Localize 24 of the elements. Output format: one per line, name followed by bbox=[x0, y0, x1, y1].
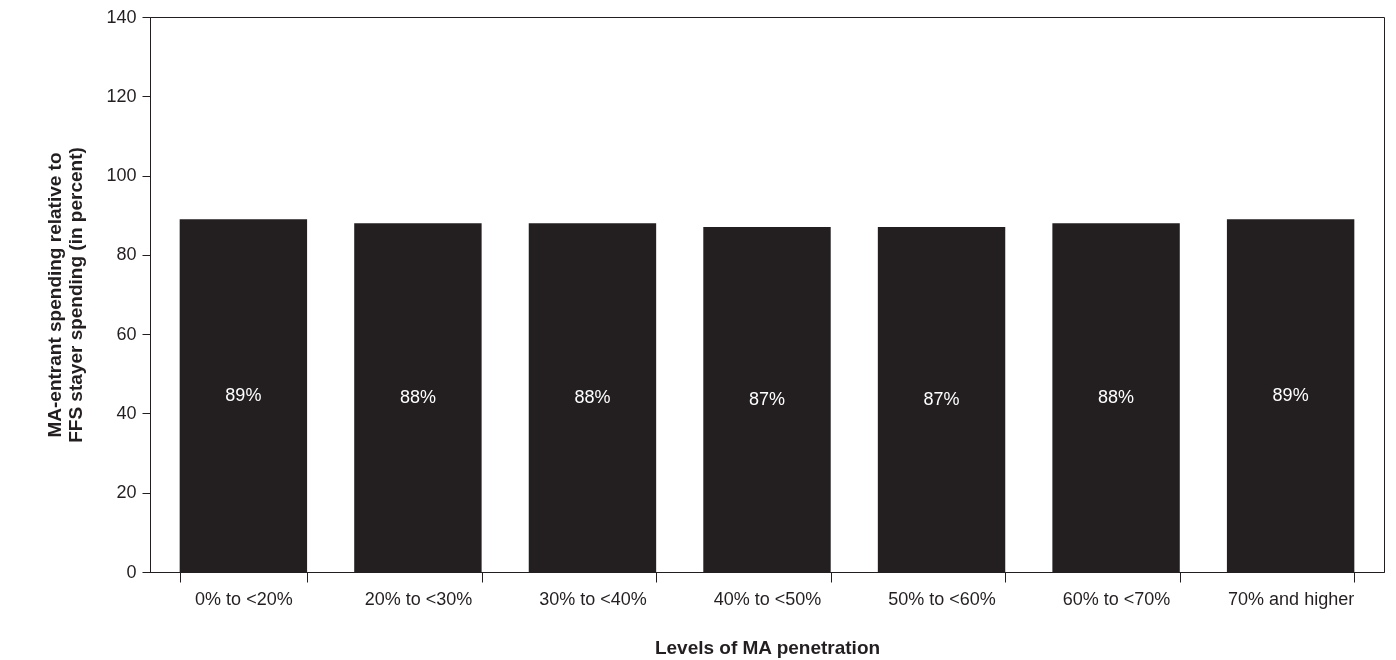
x-tick-label: 70% and higher bbox=[1228, 588, 1355, 609]
y-tick-label: 0 bbox=[126, 561, 137, 582]
y-tick-label: 40 bbox=[116, 402, 137, 423]
y-tick-label: 60 bbox=[116, 323, 137, 344]
y-tick-label: 20 bbox=[116, 482, 137, 503]
y-axis-title: MA-entrant spending relative to FFS stayer spending (in percent) bbox=[44, 147, 87, 443]
y-tick-label: 120 bbox=[106, 85, 137, 106]
x-tick-label: 60% to <70% bbox=[1062, 588, 1171, 609]
data-label: 88% bbox=[574, 386, 611, 407]
data-label: 88% bbox=[1098, 386, 1135, 407]
data-label: 88% bbox=[399, 386, 436, 407]
data-label: 89% bbox=[1272, 384, 1309, 405]
x-tick-label: 0% to <20% bbox=[195, 588, 293, 609]
data-label: 89% bbox=[225, 384, 262, 405]
x-tick-label: 20% to <30% bbox=[364, 588, 473, 609]
x-axis-title: Levels of MA penetration bbox=[654, 636, 881, 658]
data-label: 87% bbox=[748, 388, 786, 409]
y-tick-label: 80 bbox=[116, 244, 137, 265]
x-tick-label: 30% to <40% bbox=[539, 588, 647, 609]
x-tick-label: 50% to <60% bbox=[888, 588, 996, 609]
y-tick-label: 100 bbox=[106, 165, 137, 186]
y-tick-label: 140 bbox=[106, 6, 137, 27]
x-tick-label: 40% to <50% bbox=[713, 588, 822, 609]
data-label: 87% bbox=[923, 388, 960, 409]
